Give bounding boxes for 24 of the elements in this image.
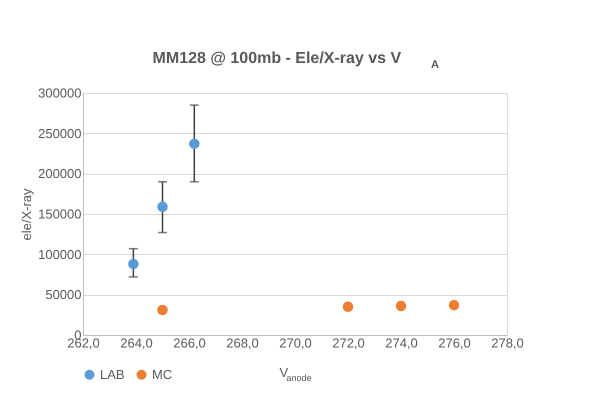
legend-label: LAB xyxy=(100,366,125,382)
y-tick-label: 200000 xyxy=(38,166,82,182)
point xyxy=(157,304,168,316)
point xyxy=(342,302,354,312)
y-tick-label: 150000 xyxy=(38,206,82,222)
x-tick-label: 264,0 xyxy=(120,336,153,350)
x-tick-label: 276,0 xyxy=(438,336,471,350)
x-tick-label: 268,0 xyxy=(226,336,259,350)
x-tick-label: 270,0 xyxy=(279,336,312,350)
x-tick-label: 272,0 xyxy=(332,336,365,350)
point xyxy=(189,138,200,150)
x-tick-label: 274,0 xyxy=(385,336,418,350)
y-tick-label: 50000 xyxy=(45,287,82,302)
point xyxy=(396,300,406,312)
point xyxy=(448,300,460,310)
y-tick-label: 250000 xyxy=(38,126,82,141)
y-tick-label: 300000 xyxy=(38,86,82,100)
legend-label: MC xyxy=(152,366,172,382)
y-axis-title: ele/X-ray xyxy=(19,188,34,241)
point xyxy=(157,202,168,212)
x-tick-label: 278,0 xyxy=(491,336,524,350)
x-tick-label: 266,0 xyxy=(173,336,206,350)
y-tick-label: 100000 xyxy=(38,246,82,262)
point xyxy=(128,258,139,270)
